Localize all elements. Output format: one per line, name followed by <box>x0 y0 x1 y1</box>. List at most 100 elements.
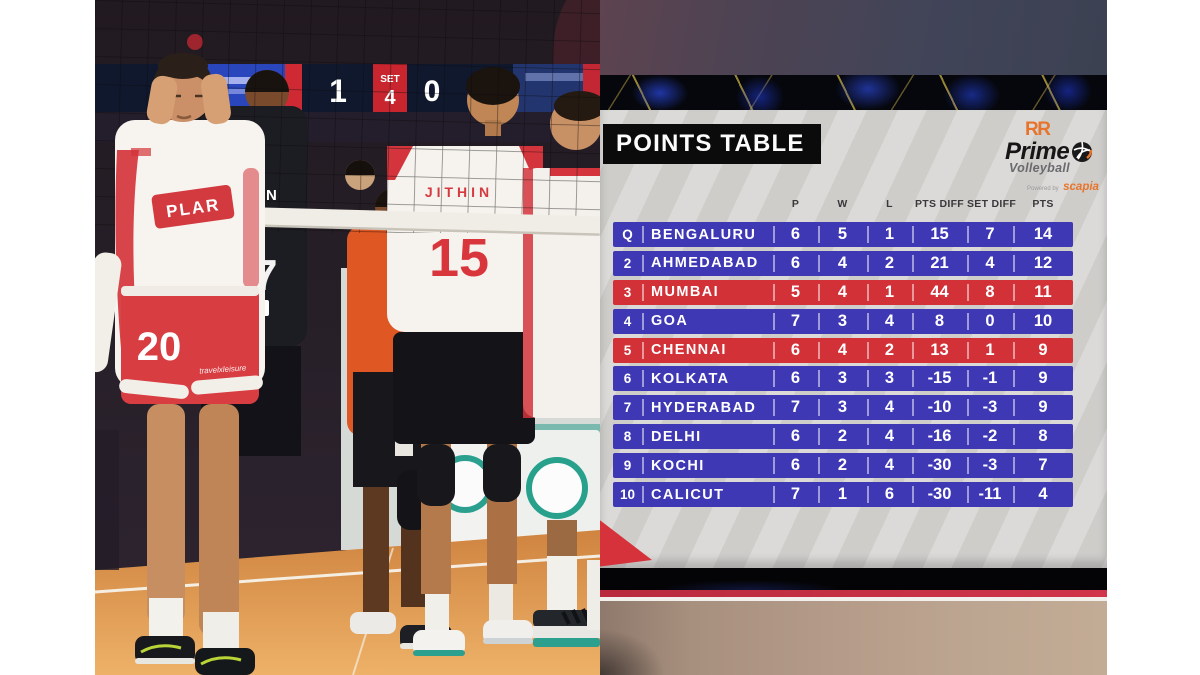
front-left-shorts-number: 20 <box>137 325 182 369</box>
played-cell: 5 <box>773 280 818 305</box>
pts-cell: 12 <box>1013 251 1073 276</box>
won-cell: 3 <box>818 309 867 334</box>
pts-diff-cell: 44 <box>912 280 967 305</box>
panel-top-strip <box>600 0 1107 75</box>
team-cell: CHENNAI <box>642 338 773 363</box>
lost-cell: 4 <box>867 309 912 334</box>
won-cell: 3 <box>818 366 867 391</box>
pts-cell: 9 <box>1013 395 1073 420</box>
column-headers: P W L PTS DIFF SET DIFF PTS <box>613 198 1073 210</box>
rank-cell: 8 <box>623 429 632 445</box>
panel-bottom-blur <box>600 601 1107 675</box>
rank-cell: 7 <box>623 400 632 416</box>
front-left-shorts-sponsor: travelxleisure <box>199 363 247 375</box>
match-photo: 3 1 SET 4 0 <box>95 0 600 675</box>
team-cell: MUMBAI <box>642 280 773 305</box>
points-table-title-box: POINTS TABLE <box>603 124 821 164</box>
rank-cell: 3 <box>623 284 632 300</box>
won-cell: 3 <box>818 395 867 420</box>
pts-diff-cell: 8 <box>912 309 967 334</box>
pts-cell: 14 <box>1013 222 1073 247</box>
won-cell: 2 <box>818 424 867 449</box>
column-header-w: W <box>837 198 848 210</box>
won-cell: 4 <box>818 338 867 363</box>
panel-red-line <box>600 590 1107 597</box>
played-cell: 6 <box>773 366 818 391</box>
set-diff-cell: 8 <box>967 280 1013 305</box>
played-cell: 7 <box>773 395 818 420</box>
points-table-board: POINTS TABLE RR Prime Volleyball Powered… <box>600 110 1107 568</box>
prime-volleyball-logo: RR Prime Volleyball Powered by scapia <box>1005 120 1105 194</box>
panel-white-line <box>600 597 1107 601</box>
played-cell: 7 <box>773 482 818 507</box>
lost-cell: 1 <box>867 280 912 305</box>
points-table-panel: POINTS TABLE RR Prime Volleyball Powered… <box>600 0 1107 675</box>
table-row: 8 DELHI 6 2 4 -16 -2 8 <box>613 424 1073 450</box>
prime-wordmark: Prime <box>1005 138 1070 165</box>
table-row: Q BENGALURU 6 5 1 15 7 14 <box>613 222 1073 247</box>
pts-cell: 10 <box>1013 309 1073 334</box>
pts-cell: 9 <box>1013 366 1073 391</box>
team-cell: DELHI <box>642 424 773 449</box>
pts-diff-cell: 15 <box>912 222 967 247</box>
table-row: 7 HYDERABAD 7 3 4 -10 -3 9 <box>613 395 1073 421</box>
standings-rows: Q BENGALURU 6 5 1 15 7 14 2 AHMEDABAD 6 … <box>613 222 1073 511</box>
team-cell: CALICUT <box>642 482 773 507</box>
pts-cell: 8 <box>1013 424 1073 449</box>
won-cell: 2 <box>818 453 867 478</box>
team-cell: GOA <box>642 309 773 334</box>
team-cell: AHMEDABAD <box>642 251 773 276</box>
lost-cell: 2 <box>867 251 912 276</box>
panel-arena-strip <box>600 75 1107 110</box>
table-row: 6 KOLKATA 6 3 3 -15 -1 9 <box>613 366 1073 392</box>
set-diff-cell: 4 <box>967 251 1013 276</box>
set-diff-cell: 0 <box>967 309 1013 334</box>
pts-diff-cell: -30 <box>912 482 967 507</box>
column-header-l: L <box>886 198 893 210</box>
set-diff-cell: -2 <box>967 424 1013 449</box>
rank-cell: 2 <box>623 255 632 271</box>
rank-cell: 9 <box>623 458 632 474</box>
played-cell: 6 <box>773 453 818 478</box>
pts-diff-cell: 21 <box>912 251 967 276</box>
pts-cell: 4 <box>1013 482 1073 507</box>
table-row: 2 AHMEDABAD 6 4 2 21 4 12 <box>613 250 1073 276</box>
team-cell: KOLKATA <box>642 366 773 391</box>
team-cell: HYDERABAD <box>642 395 773 420</box>
pts-diff-cell: -15 <box>912 366 967 391</box>
lost-cell: 4 <box>867 395 912 420</box>
points-table-title: POINTS TABLE <box>616 130 805 157</box>
rank-cell: 6 <box>623 371 632 387</box>
pts-diff-cell: -16 <box>912 424 967 449</box>
red-ribbon-decoration <box>600 511 652 568</box>
won-cell: 4 <box>818 280 867 305</box>
table-row: 5 CHENNAI 6 4 2 13 1 9 <box>613 337 1073 363</box>
won-cell: 1 <box>818 482 867 507</box>
played-cell: 6 <box>773 251 818 276</box>
table-row: 4 GOA 7 3 4 8 0 10 <box>613 308 1073 334</box>
white-jersey-number: 15 <box>429 228 489 288</box>
lost-cell: 3 <box>867 366 912 391</box>
column-header-p: P <box>791 198 800 210</box>
pts-cell: 9 <box>1013 338 1073 363</box>
lost-cell: 6 <box>867 482 912 507</box>
lost-cell: 4 <box>867 424 912 449</box>
left-edge-arm <box>95 252 122 570</box>
player-front-left: PLAR 20 travelxleisure <box>115 53 265 675</box>
lost-cell: 4 <box>867 453 912 478</box>
rank-cell: Q <box>622 227 633 242</box>
table-row: 10 CALICUT 7 1 6 -30 -11 4 <box>613 482 1073 508</box>
pts-diff-cell: 13 <box>912 338 967 363</box>
rank-cell: 5 <box>623 342 632 358</box>
pts-cell: 7 <box>1013 453 1073 478</box>
team-cell: BENGALURU <box>642 222 773 247</box>
set-diff-cell: -3 <box>967 453 1013 478</box>
set-diff-cell: -3 <box>967 395 1013 420</box>
powered-by-label: Powered by <box>1027 185 1059 192</box>
pts-diff-cell: -30 <box>912 453 967 478</box>
set-diff-cell: 7 <box>967 222 1013 247</box>
lost-cell: 2 <box>867 338 912 363</box>
volleyball-wordmark: Volleyball <box>1009 161 1070 175</box>
pts-cell: 11 <box>1013 280 1073 305</box>
